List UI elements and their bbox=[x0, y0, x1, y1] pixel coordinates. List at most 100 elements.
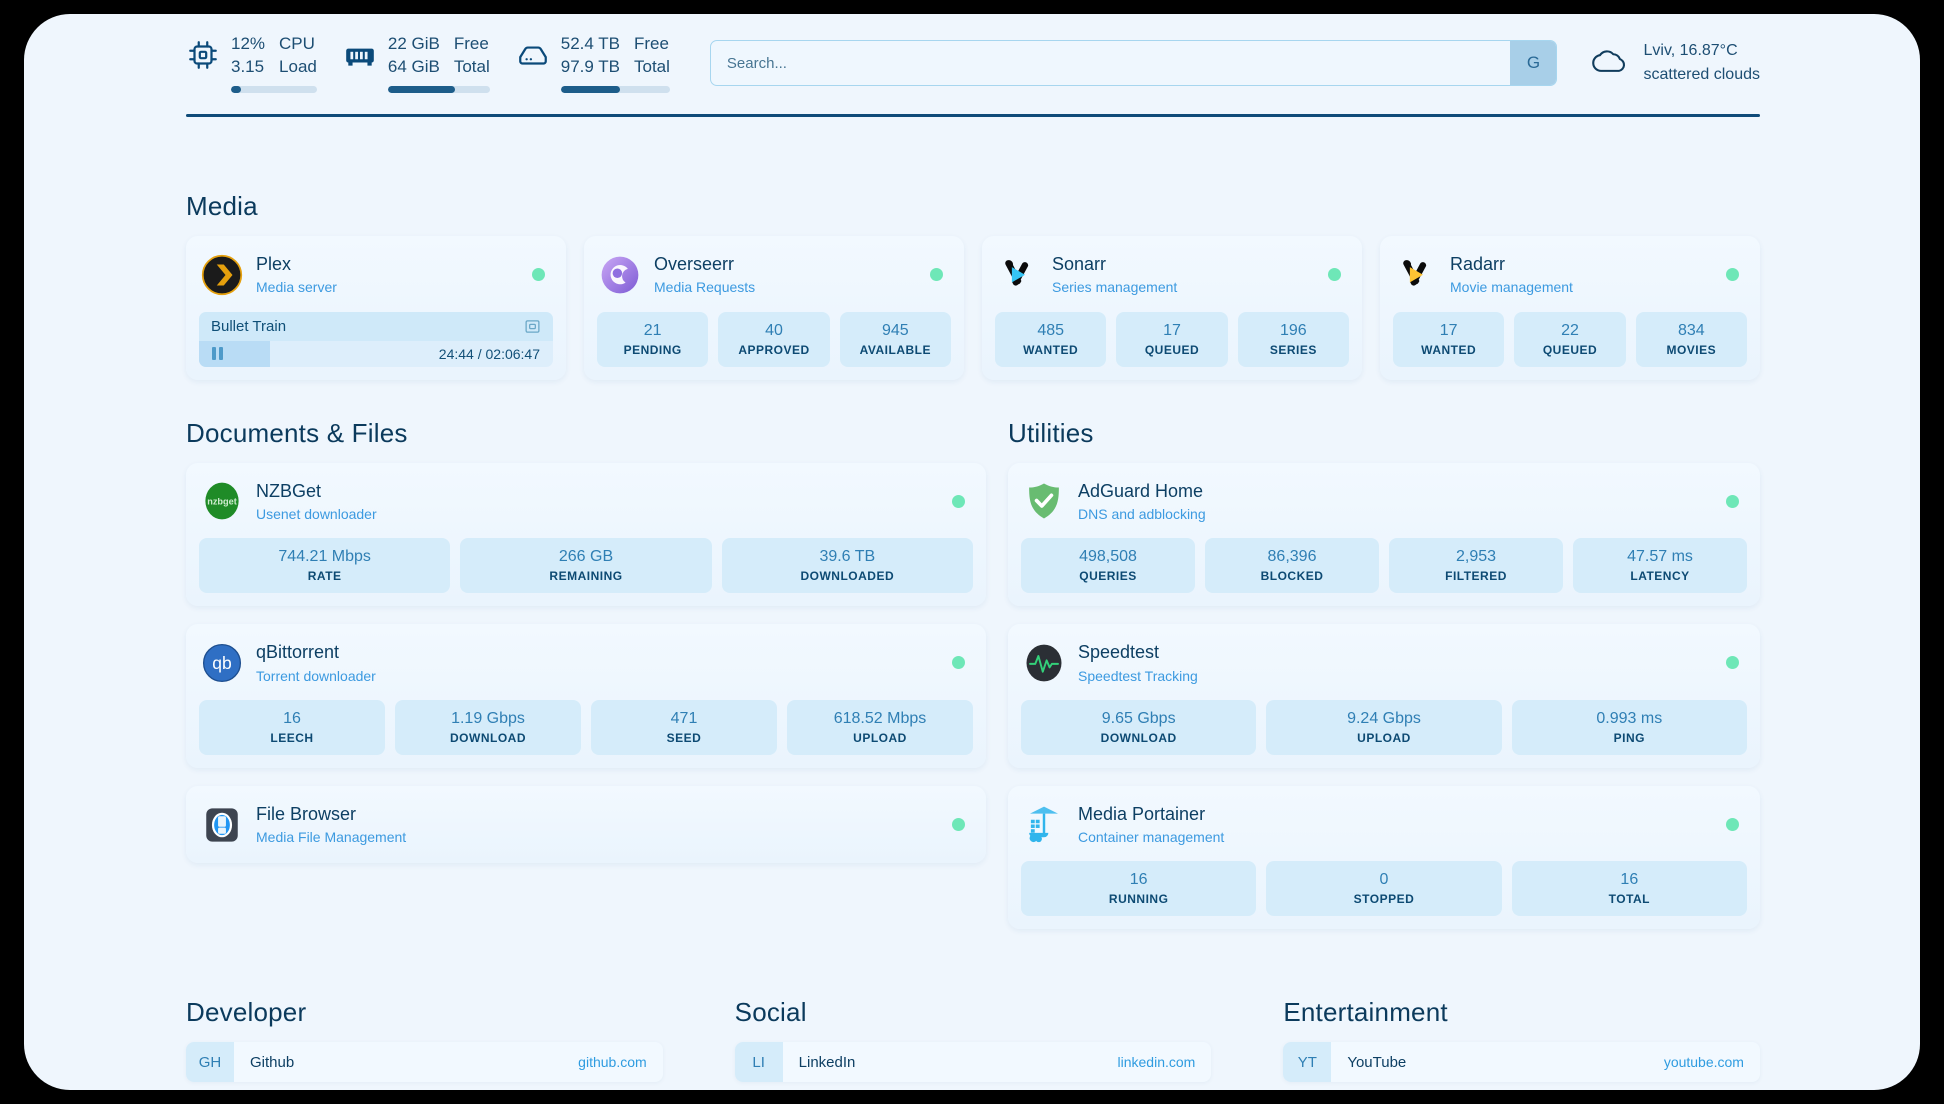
now-playing-title: Bullet Train bbox=[211, 317, 287, 335]
stat-tile[interactable]: 0.993 ms PING bbox=[1511, 699, 1747, 755]
service-card[interactable]: Sonarr Series management 485 WANTED 17 Q… bbox=[982, 236, 1362, 380]
service-card-header: Media Portainer Container management bbox=[1021, 799, 1747, 851]
service-card[interactable]: nzbget NZBGet Usenet downloader 744.21 M… bbox=[186, 462, 986, 607]
service-card[interactable]: Radarr Movie management 17 WANTED 22 QUE… bbox=[1380, 236, 1760, 380]
stat-tile[interactable]: 39.6 TB DOWNLOADED bbox=[721, 538, 973, 594]
status-indicator bbox=[952, 818, 965, 832]
stat-tile[interactable]: 0 STOPPED bbox=[1266, 861, 1502, 917]
stat-label: PENDING bbox=[623, 342, 682, 357]
stat-tile[interactable]: 9.24 Gbps UPLOAD bbox=[1266, 699, 1502, 755]
disk-icon bbox=[516, 38, 550, 72]
stat-tile[interactable]: 2,953 FILTERED bbox=[1389, 538, 1563, 594]
section-title-media: Media bbox=[186, 191, 258, 221]
now-playing-time: 24:44 / 02:06:47 bbox=[438, 345, 540, 362]
stat-row: 744.21 Mbps RATE 266 GB REMAINING 39.6 T… bbox=[199, 538, 973, 594]
stat-tile[interactable]: 485 WANTED bbox=[995, 311, 1107, 367]
service-description: Torrent downloader bbox=[256, 667, 376, 684]
stat-row: 16 LEECH 1.19 Gbps DOWNLOAD 471 SEED 618… bbox=[199, 699, 973, 755]
stat-tile[interactable]: 40 APPROVED bbox=[718, 311, 830, 367]
top-bar: 12% 3.15 CPU Load 22 GiB 64 GiB Free bbox=[186, 14, 1760, 93]
stat-label: DOWNLOAD bbox=[1100, 730, 1177, 745]
documents-stack: nzbget NZBGet Usenet downloader 744.21 M… bbox=[186, 462, 986, 864]
stat-tile[interactable]: 16 LEECH bbox=[199, 699, 385, 755]
stat-row: 498,508 QUERIES 86,396 BLOCKED 2,953 FIL… bbox=[1021, 538, 1747, 594]
dashboard-page: 12% 3.15 CPU Load 22 GiB 64 GiB Free bbox=[24, 14, 1920, 1090]
service-card[interactable]: qb qBittorrent Torrent downloader 16 LEE… bbox=[186, 624, 986, 768]
service-card[interactable]: Media Portainer Container management 16 … bbox=[1008, 785, 1760, 930]
stat-tile[interactable]: 945 AVAILABLE bbox=[839, 311, 951, 367]
service-card[interactable]: Plex Media server Bullet Train 24:44 / 0… bbox=[186, 236, 566, 380]
stat-tile[interactable]: 16 TOTAL bbox=[1511, 861, 1747, 917]
search-box[interactable]: G bbox=[709, 40, 1558, 86]
stat-value: 618.52 Mbps bbox=[833, 709, 927, 727]
weather-widget: Lviv, 16.87°C scattered clouds bbox=[1587, 39, 1760, 87]
stat-tile[interactable]: 21 PENDING bbox=[597, 311, 709, 367]
nzbget-icon: nzbget bbox=[201, 480, 243, 522]
header-divider bbox=[186, 114, 1760, 117]
stat-tile[interactable]: 834 MOVIES bbox=[1635, 311, 1747, 367]
stat-label: SERIES bbox=[1269, 342, 1317, 357]
widget-label-secondary: Load bbox=[279, 57, 317, 76]
widget-label-secondary: Total bbox=[634, 57, 670, 76]
status-indicator bbox=[1726, 818, 1739, 832]
widget-usage-bar bbox=[231, 85, 317, 93]
stat-tile[interactable]: 47.57 ms LATENCY bbox=[1573, 538, 1747, 594]
service-name: Radarr bbox=[1450, 254, 1506, 274]
stat-tile[interactable]: 17 QUEUED bbox=[1116, 311, 1228, 367]
radarr-icon bbox=[1395, 254, 1437, 296]
stat-value: 744.21 Mbps bbox=[278, 548, 371, 566]
stat-tile[interactable]: 1.19 Gbps DOWNLOAD bbox=[395, 699, 581, 755]
widget-label-primary: Free bbox=[634, 34, 669, 54]
widget-value-secondary: 64 GiB bbox=[387, 57, 440, 76]
service-card[interactable]: File Browser Media File Management bbox=[186, 785, 986, 864]
stat-tile[interactable]: 618.52 Mbps UPLOAD bbox=[787, 699, 973, 755]
stat-tile[interactable]: 196 SERIES bbox=[1237, 311, 1349, 367]
documents-column: Documents & Files nzbget NZBGet Usenet d… bbox=[186, 418, 986, 864]
bookmark-url: github.com bbox=[578, 1054, 647, 1071]
bookmark-name: YouTube bbox=[1347, 1053, 1407, 1071]
bookmarks-grid: Developer GH Github github.com SO StackO… bbox=[186, 997, 1760, 1090]
stat-tile[interactable]: 266 GB REMAINING bbox=[460, 538, 712, 594]
service-card-header: Overseerr Media Requests bbox=[597, 249, 951, 301]
bookmark-group-title: Social bbox=[734, 997, 807, 1028]
bookmark-item[interactable]: YT YouTube youtube.com bbox=[1283, 1042, 1760, 1083]
widget-value-primary: 52.4 TB bbox=[560, 34, 620, 54]
service-name: Plex bbox=[256, 254, 292, 274]
stat-value: 266 GB bbox=[558, 548, 614, 566]
stat-value: 16 bbox=[1129, 871, 1148, 889]
stat-tile[interactable]: 17 WANTED bbox=[1393, 311, 1505, 367]
stat-value: 2,953 bbox=[1455, 548, 1497, 566]
stat-tile[interactable]: 498,508 QUERIES bbox=[1021, 538, 1195, 594]
bookmark-item[interactable]: GH Github github.com bbox=[186, 1042, 663, 1083]
stat-row: 16 RUNNING 0 STOPPED 16 TOTAL bbox=[1021, 861, 1747, 917]
stat-tile[interactable]: 86,396 BLOCKED bbox=[1205, 538, 1379, 594]
cast-icon[interactable] bbox=[524, 318, 541, 335]
service-card-header: File Browser Media File Management bbox=[199, 799, 973, 851]
stat-label: STOPPED bbox=[1353, 892, 1415, 907]
bookmark-abbr: LI bbox=[734, 1042, 783, 1083]
pause-icon[interactable] bbox=[212, 347, 223, 361]
now-playing-progress[interactable]: 24:44 / 02:06:47 bbox=[199, 340, 553, 367]
stat-tile[interactable]: 22 QUEUED bbox=[1514, 311, 1626, 367]
stat-value: 9.65 Gbps bbox=[1101, 709, 1176, 727]
stat-tile[interactable]: 16 RUNNING bbox=[1021, 861, 1257, 917]
stat-value: 9.24 Gbps bbox=[1347, 709, 1421, 727]
status-indicator bbox=[1726, 268, 1739, 282]
widget-value-primary: 22 GiB bbox=[387, 34, 440, 54]
search-input[interactable] bbox=[710, 41, 1511, 85]
widget-label-primary: Free bbox=[453, 34, 489, 54]
stat-label: UPLOAD bbox=[853, 730, 907, 745]
stat-label: WANTED bbox=[1421, 342, 1477, 357]
bookmark-url: youtube.com bbox=[1663, 1054, 1744, 1071]
stat-tile[interactable]: 471 SEED bbox=[591, 699, 777, 755]
search-submit-button[interactable]: G bbox=[1510, 41, 1557, 85]
bookmark-item[interactable]: LI LinkedIn linkedin.com bbox=[734, 1042, 1212, 1083]
stat-label: RATE bbox=[307, 569, 342, 584]
service-card[interactable]: AdGuard Home DNS and adblocking 498,508 … bbox=[1008, 462, 1760, 607]
service-card[interactable]: Overseerr Media Requests 21 PENDING 40 A… bbox=[584, 236, 964, 380]
bookmark-abbr: GH bbox=[186, 1042, 234, 1083]
stat-tile[interactable]: 9.65 Gbps DOWNLOAD bbox=[1021, 699, 1257, 755]
stat-value: 40 bbox=[765, 321, 783, 339]
stat-tile[interactable]: 744.21 Mbps RATE bbox=[199, 538, 451, 594]
service-card[interactable]: Speedtest Speedtest Tracking 9.65 Gbps D… bbox=[1008, 624, 1760, 768]
